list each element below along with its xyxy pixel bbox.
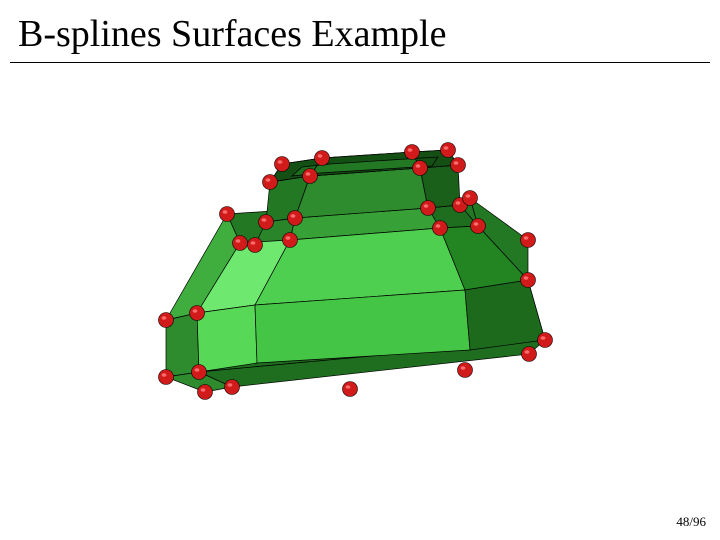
control-point (343, 382, 358, 397)
control-point (433, 221, 448, 236)
control-point (190, 306, 205, 321)
control-point (315, 151, 330, 166)
control-point (220, 207, 235, 222)
control-point (288, 211, 303, 226)
title-rule (10, 62, 710, 63)
control-point (521, 233, 536, 248)
control-point (471, 219, 486, 234)
control-point (159, 313, 174, 328)
control-point (451, 158, 466, 173)
control-point (538, 333, 553, 348)
control-point (521, 273, 536, 288)
control-point (275, 157, 290, 172)
control-point (413, 161, 428, 176)
control-point (441, 143, 456, 158)
control-point (233, 236, 248, 251)
control-point (303, 169, 318, 184)
control-point (463, 191, 478, 206)
control-point (192, 365, 207, 380)
control-point (198, 385, 213, 400)
control-point (458, 363, 473, 378)
bspline-surface-figure (120, 110, 600, 440)
control-point (248, 238, 263, 253)
control-point (259, 215, 274, 230)
control-point (421, 201, 436, 216)
control-point (225, 380, 240, 395)
control-point (283, 233, 298, 248)
control-point (522, 347, 537, 362)
page-number: 48/96 (676, 514, 706, 530)
page-title: B-splines Surfaces Example (18, 12, 446, 56)
control-point (159, 370, 174, 385)
control-point (405, 145, 420, 160)
control-point (263, 175, 278, 190)
